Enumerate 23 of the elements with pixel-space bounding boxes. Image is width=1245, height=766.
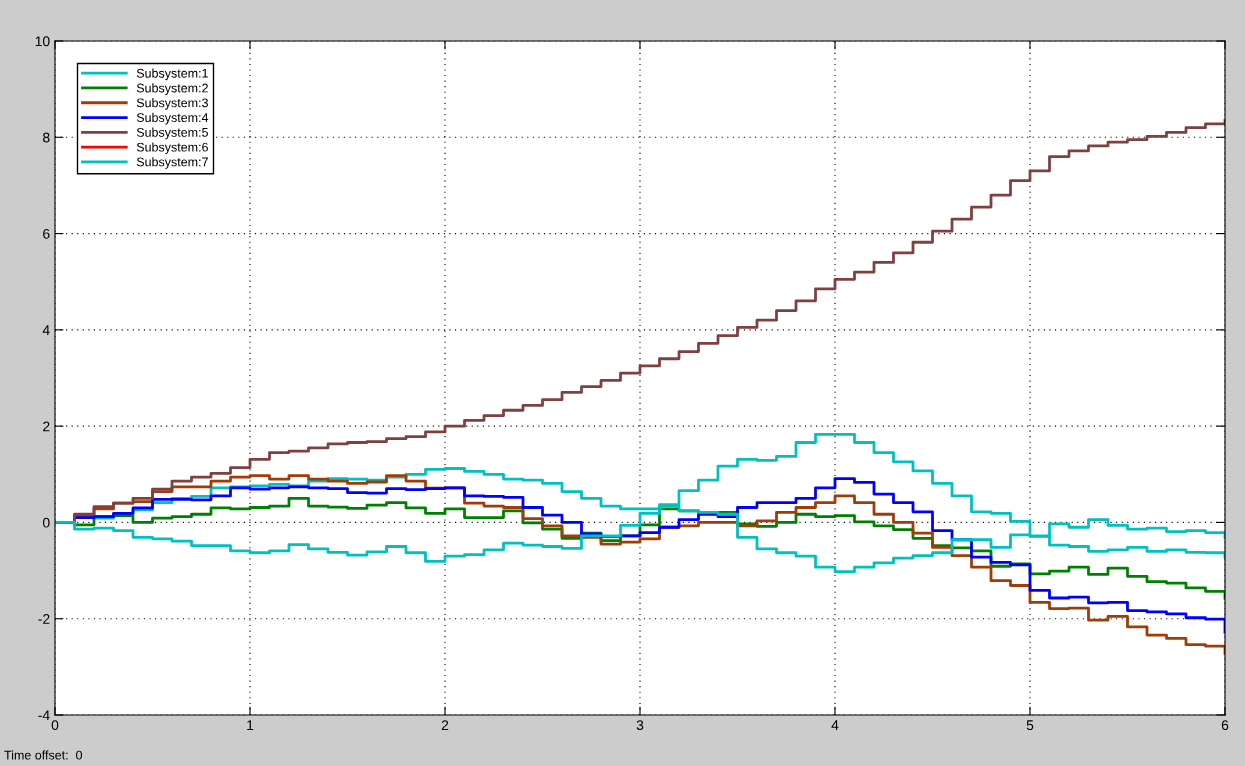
y-tick-label: -4 <box>38 710 50 721</box>
y-tick-label: 2 <box>43 421 50 432</box>
x-tick-label: 5 <box>1026 720 1034 731</box>
legend-label: Subsystem:6 <box>136 142 208 155</box>
y-tick-label: 8 <box>43 132 50 143</box>
x-tick-label: 6 <box>1221 720 1229 731</box>
legend-label: Subsystem:2 <box>136 83 208 95</box>
x-tick-label: 1 <box>247 720 254 730</box>
x-tick-label: 3 <box>636 720 644 731</box>
legend-label: Subsystem:1 <box>136 68 208 81</box>
x-tick-label: 4 <box>831 720 839 730</box>
x-tick-label: 0 <box>51 720 59 731</box>
y-tick-label: 0 <box>42 517 50 528</box>
legend-label: Subsystem:5 <box>136 127 208 140</box>
legend-label: Subsystem:3 <box>136 98 208 110</box>
x-tick-label: 2 <box>441 720 449 730</box>
y-tick-label: 6 <box>43 228 50 239</box>
y-tick-label: 4 <box>42 325 50 335</box>
legend-label: Subsystem:4 <box>136 112 209 125</box>
y-tick-label: -2 <box>38 614 50 624</box>
y-tick-label: 10 <box>35 36 50 47</box>
text: Time offset: 0 <box>4 750 83 760</box>
legend-label: Subsystem:7 <box>136 157 208 169</box>
